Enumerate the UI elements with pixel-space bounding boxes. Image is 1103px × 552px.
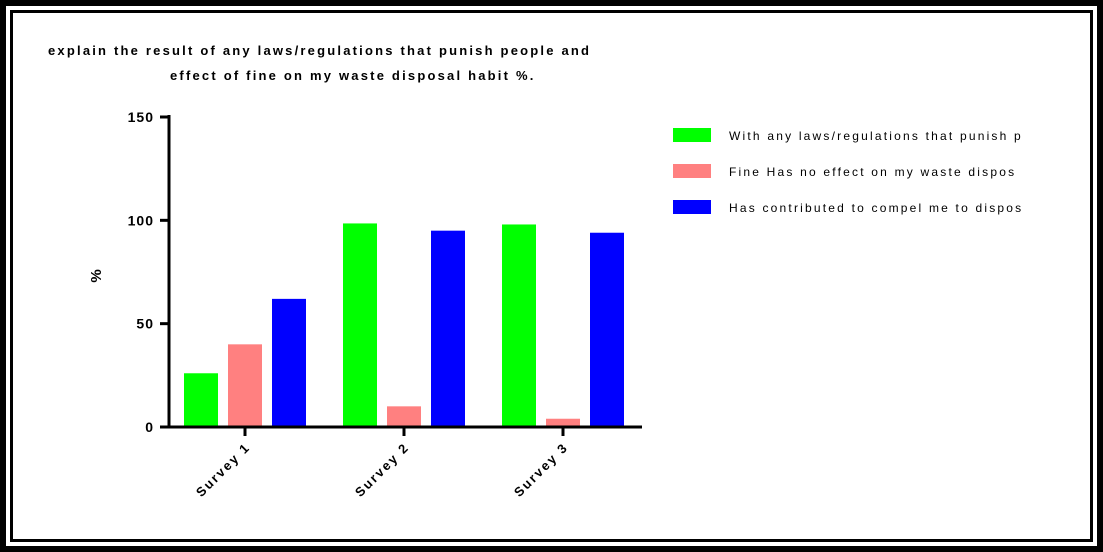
legend-swatch (673, 128, 711, 142)
legend-label: Fine Has no effect on my waste dispos (729, 165, 1016, 179)
bar (502, 224, 536, 427)
bar (387, 406, 421, 427)
y-axis-label: % (88, 269, 105, 282)
x-tick-label: Survey 1 (193, 440, 253, 500)
chart-title-line-2: effect of fine on my waste disposal habi… (170, 68, 536, 83)
bar (184, 373, 218, 427)
x-tick-label: Survey 3 (511, 440, 571, 500)
bar (546, 418, 580, 427)
y-tick-label: 0 (145, 419, 154, 435)
y-axis-ticks: 0 50 100 150 (128, 109, 169, 435)
bar (272, 298, 306, 427)
legend-label: Has contributed to compel me to dispos (729, 201, 1023, 215)
y-tick-label: 150 (128, 109, 154, 125)
legend-swatch (673, 200, 711, 214)
legend-swatch (673, 164, 711, 178)
chart-title-line-1: explain the result of any laws/regulatio… (48, 43, 591, 58)
bar (431, 230, 465, 427)
chart-frame-inner (10, 10, 1093, 542)
bar (228, 344, 262, 427)
x-tick-label: Survey 2 (352, 440, 412, 500)
bar (590, 232, 624, 427)
bar (343, 223, 377, 427)
legend: With any laws/regulations that punish p F… (673, 128, 1023, 215)
y-tick-label: 50 (136, 316, 154, 332)
y-tick-label: 100 (128, 212, 154, 228)
bars-group (184, 223, 624, 427)
legend-label: With any laws/regulations that punish p (729, 129, 1023, 143)
x-axis-ticks: Survey 1 Survey 2 Survey 3 (193, 427, 571, 500)
